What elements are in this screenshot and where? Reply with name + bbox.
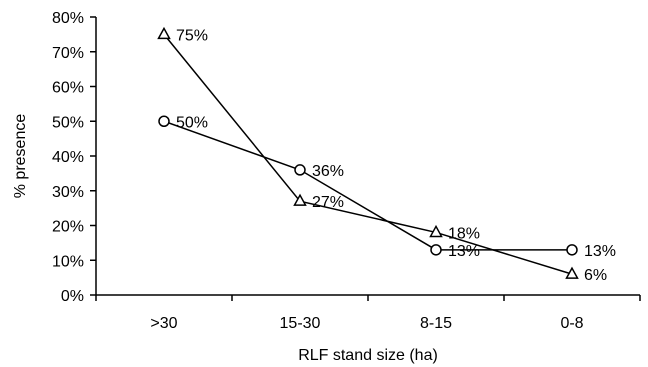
- series-group: 75% 27% 18% 6% 50% 36% 13% 13%: [157, 26, 616, 284]
- y-tick-label: 10%: [52, 253, 84, 270]
- series-line: [163, 120, 572, 251]
- x-axis-label: RLF stand size (ha): [298, 347, 438, 364]
- triangle-marker: [429, 224, 443, 238]
- triangle-marker: [293, 193, 307, 206]
- triangle-marker: [565, 266, 579, 279]
- data-label: 13%: [584, 243, 616, 260]
- y-tick-label: 60%: [52, 80, 84, 97]
- series-line: [163, 33, 573, 275]
- data-label: 18%: [448, 225, 480, 242]
- series-circle: 50% 36% 13% 13%: [158, 114, 616, 260]
- data-label: 36%: [312, 163, 344, 180]
- data-label: 75%: [176, 27, 208, 44]
- circle-marker: [294, 164, 306, 176]
- y-axis-ticks: 0% 10% 20% 30% 40% 50% 60% 70% 80%: [52, 10, 96, 305]
- circle-marker: [430, 244, 442, 256]
- data-label: 6%: [584, 267, 607, 284]
- data-label: 27%: [312, 194, 344, 211]
- data-label: 50%: [176, 114, 208, 131]
- y-axis-label: % presence: [12, 114, 29, 199]
- y-tick-label: 40%: [52, 149, 84, 166]
- y-tick-label: 0%: [61, 288, 84, 305]
- data-label: 13%: [448, 243, 480, 260]
- x-axis-ticks: >30 15-30 8-15 0-8: [95, 295, 641, 332]
- y-tick-label: 50%: [52, 114, 84, 131]
- x-tick-label: 15-30: [280, 315, 321, 332]
- series-triangle: 75% 27% 18% 6%: [157, 26, 607, 284]
- x-tick-label: >30: [150, 315, 177, 332]
- y-tick-label: 20%: [52, 219, 84, 236]
- y-tick-label: 30%: [52, 184, 84, 201]
- triangle-marker: [157, 26, 171, 40]
- circle-marker: [566, 244, 578, 256]
- x-tick-label: 0-8: [560, 315, 583, 332]
- y-tick-label: 70%: [52, 45, 84, 62]
- circle-marker: [158, 115, 170, 127]
- y-tick-label: 80%: [52, 10, 84, 27]
- x-tick-label: 8-15: [420, 315, 452, 332]
